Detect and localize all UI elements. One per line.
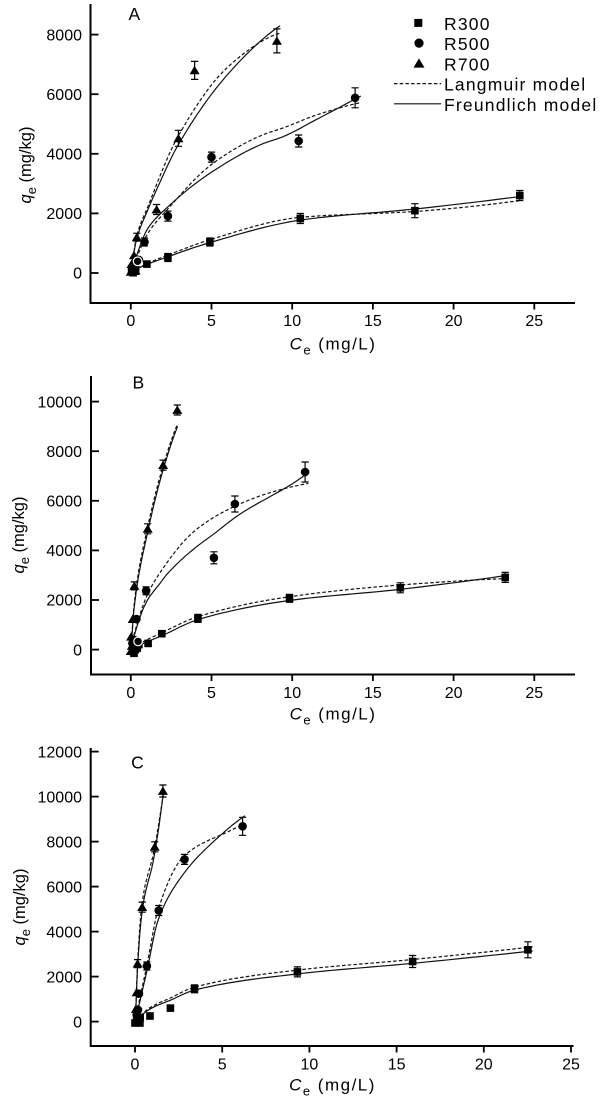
svg-text:4000: 4000 bbox=[46, 147, 82, 164]
svg-text:0: 0 bbox=[73, 266, 82, 283]
svg-text:25: 25 bbox=[562, 1057, 580, 1074]
svg-text:0: 0 bbox=[126, 313, 135, 330]
svg-text:Ce (mg/L): Ce (mg/L) bbox=[289, 1076, 376, 1099]
svg-text:10: 10 bbox=[301, 1057, 319, 1074]
svg-text:10000: 10000 bbox=[38, 394, 83, 411]
svg-text:C: C bbox=[131, 753, 144, 773]
svg-text:qe (mg/kg): qe (mg/kg) bbox=[10, 497, 32, 574]
svg-text:2000: 2000 bbox=[46, 969, 82, 986]
svg-text:Ce (mg/L): Ce (mg/L) bbox=[290, 334, 377, 357]
svg-text:R300: R300 bbox=[444, 14, 491, 34]
svg-text:5: 5 bbox=[207, 685, 216, 702]
svg-text:Langmuir model: Langmuir model bbox=[444, 75, 586, 95]
svg-text:R700: R700 bbox=[444, 54, 491, 74]
svg-text:R500: R500 bbox=[444, 34, 491, 54]
svg-text:6000: 6000 bbox=[46, 879, 82, 896]
svg-text:Freundlich model: Freundlich model bbox=[444, 95, 597, 115]
svg-text:15: 15 bbox=[388, 1057, 406, 1074]
svg-text:15: 15 bbox=[364, 313, 382, 330]
svg-text:4000: 4000 bbox=[46, 924, 82, 941]
svg-text:15: 15 bbox=[364, 685, 382, 702]
svg-text:25: 25 bbox=[525, 685, 543, 702]
svg-text:20: 20 bbox=[475, 1057, 493, 1074]
svg-text:20: 20 bbox=[445, 313, 463, 330]
svg-text:6000: 6000 bbox=[46, 494, 82, 511]
svg-text:0: 0 bbox=[73, 642, 82, 659]
svg-text:10: 10 bbox=[283, 313, 301, 330]
svg-text:5: 5 bbox=[218, 1057, 227, 1074]
svg-text:0: 0 bbox=[73, 1014, 82, 1031]
svg-text:4000: 4000 bbox=[46, 543, 82, 560]
svg-text:Ce (mg/L): Ce (mg/L) bbox=[290, 704, 377, 727]
svg-text:B: B bbox=[132, 373, 144, 393]
svg-text:qe (mg/kg): qe (mg/kg) bbox=[11, 869, 33, 946]
svg-text:6000: 6000 bbox=[46, 87, 82, 104]
svg-text:20: 20 bbox=[445, 685, 463, 702]
svg-text:0: 0 bbox=[131, 1057, 140, 1074]
svg-text:0: 0 bbox=[126, 685, 135, 702]
svg-text:8000: 8000 bbox=[46, 834, 82, 851]
svg-text:2000: 2000 bbox=[46, 206, 82, 223]
svg-text:10: 10 bbox=[283, 685, 301, 702]
svg-text:25: 25 bbox=[525, 313, 543, 330]
svg-text:8000: 8000 bbox=[46, 27, 82, 44]
svg-text:12000: 12000 bbox=[38, 744, 83, 761]
svg-text:A: A bbox=[128, 4, 140, 24]
svg-text:qe (mg/kg): qe (mg/kg) bbox=[17, 127, 39, 204]
svg-text:8000: 8000 bbox=[46, 444, 82, 461]
svg-text:2000: 2000 bbox=[46, 593, 82, 610]
svg-text:10000: 10000 bbox=[38, 789, 83, 806]
svg-text:5: 5 bbox=[207, 313, 216, 330]
